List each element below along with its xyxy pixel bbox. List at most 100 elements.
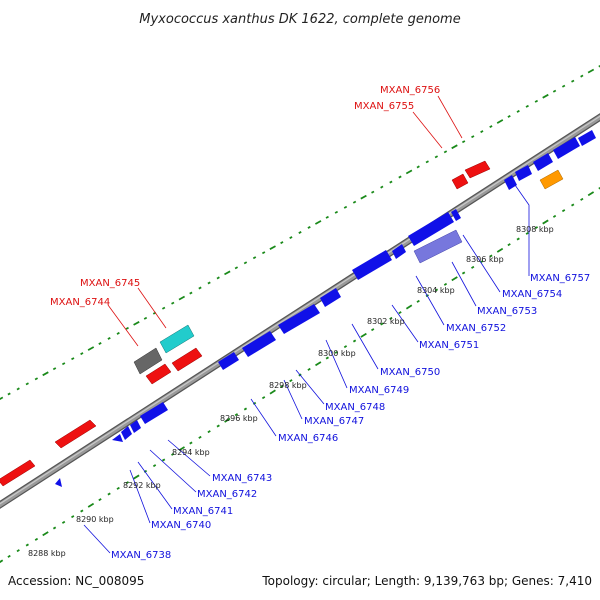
scale-tick xyxy=(34,537,39,541)
scale-tick xyxy=(42,371,49,377)
scale-tick xyxy=(80,352,84,356)
scale-tick xyxy=(571,79,575,83)
gene-arrow-forward xyxy=(140,402,168,424)
scale-tick xyxy=(125,481,129,485)
scale-tick xyxy=(25,543,29,547)
scale-tick xyxy=(16,387,20,391)
scale-tick xyxy=(461,140,466,144)
genome-backbone xyxy=(0,113,600,509)
genes xyxy=(0,130,596,487)
scale-tick xyxy=(178,295,186,301)
scale-tick xyxy=(234,266,239,270)
scale-tick xyxy=(434,288,439,292)
gene-arrow-forward xyxy=(553,137,580,159)
leader-lines xyxy=(83,95,530,554)
scale-tick xyxy=(269,245,276,250)
gene-label-mxan-6753: MXAN_6753 xyxy=(477,306,537,317)
scale-tick xyxy=(315,361,322,367)
scale-tick xyxy=(98,342,102,345)
scale-tick xyxy=(334,350,339,354)
gene-label-mxan-6752: MXAN_6752 xyxy=(446,323,506,334)
scale-tick xyxy=(224,417,231,423)
scale-tick xyxy=(252,256,257,260)
genome-title: Myxococcus xanthus DK 1622, complete gen… xyxy=(139,12,460,27)
scale-tick xyxy=(98,498,102,502)
scale-labels: 8288 kbp 8290 kbp 8292 kbp 8294 kbp 8296… xyxy=(28,225,554,558)
scale-tick xyxy=(496,119,504,124)
gene-label-mxan-6741: MXAN_6741 xyxy=(173,506,233,517)
gene-label-mxan-6742: MXAN_6742 xyxy=(197,489,257,500)
scale-tick xyxy=(52,367,57,371)
scale-tick xyxy=(587,191,595,197)
gene-label-mxan-6747: MXAN_6747 xyxy=(304,416,364,427)
scale-label: 8290 kbp xyxy=(76,515,114,524)
scale-tick xyxy=(71,357,75,361)
gene-label-mxan-6749: MXAN_6749 xyxy=(349,385,409,396)
scale-tick xyxy=(534,99,539,103)
gene-label-mxan-6751: MXAN_6751 xyxy=(419,340,479,351)
scale-tick xyxy=(389,316,393,320)
scale-tick xyxy=(489,254,493,258)
scale-tick xyxy=(461,271,466,275)
scale-tick xyxy=(143,316,148,320)
scale-tick xyxy=(380,322,384,326)
scale-tick xyxy=(552,214,557,218)
scale-tick xyxy=(561,209,566,213)
scale-tick xyxy=(7,392,11,396)
scale-label: 8306 kbp xyxy=(466,255,504,264)
gene-arrow-forward xyxy=(451,209,461,221)
scale-label: 8304 kbp xyxy=(417,286,455,295)
scale-tick xyxy=(360,332,367,338)
gene-arrow-forward xyxy=(392,244,406,259)
scale-tick xyxy=(189,441,193,445)
scale-tick xyxy=(371,190,375,194)
scale-tick xyxy=(507,115,511,118)
scale-tick xyxy=(561,84,566,88)
scale-tick xyxy=(224,270,231,276)
scale-tick xyxy=(207,430,211,434)
scale-label: 8292 kbp xyxy=(123,481,161,490)
scale-tick xyxy=(507,243,511,247)
scale-tick xyxy=(352,200,357,204)
scale-tick xyxy=(116,331,120,335)
scale-label: 8308 kbp xyxy=(516,225,554,234)
scale-tick xyxy=(405,169,413,175)
scale-tick xyxy=(243,407,248,411)
scale-tick xyxy=(352,339,357,343)
scale-tick xyxy=(171,452,175,456)
gene-arrow-forward xyxy=(320,288,341,307)
scale-tick xyxy=(480,130,484,134)
scale-tick xyxy=(161,458,166,462)
gene-arrow-forward xyxy=(218,352,239,370)
scale-tick xyxy=(152,464,157,468)
outer-gene-labels: MXAN_6756 MXAN_6755 MXAN_6745 MXAN_6744 xyxy=(50,85,440,308)
scale-tick xyxy=(289,379,293,383)
gene-label-mxan-6743: MXAN_6743 xyxy=(212,473,272,484)
scale-tick xyxy=(87,346,95,351)
gene-label-mxan-6745: MXAN_6745 xyxy=(80,278,140,289)
scale-tick xyxy=(107,337,111,340)
gene-orange xyxy=(539,169,564,190)
scale-tick xyxy=(443,282,448,286)
scale-tick xyxy=(252,401,257,405)
scale-tick xyxy=(425,160,429,164)
scale-tick xyxy=(314,220,322,225)
scale-tick xyxy=(516,109,520,113)
scale-tick xyxy=(451,144,458,150)
scale-tick xyxy=(42,531,49,537)
gene-lavender xyxy=(413,229,463,264)
gene-arrow-forward xyxy=(408,212,454,246)
gene-label-mxan-6746: MXAN_6746 xyxy=(278,433,338,444)
gene-arrow-forward xyxy=(504,175,517,190)
scale-tick xyxy=(371,328,375,332)
scale-tick xyxy=(216,276,220,280)
scale-tick xyxy=(416,165,420,169)
scale-label: 8296 kbp xyxy=(220,414,258,423)
scale-tick xyxy=(198,435,202,439)
gene-arrow-forward xyxy=(278,304,320,334)
scale-tick xyxy=(525,231,529,235)
scale-tick xyxy=(443,150,448,154)
scale-tick xyxy=(534,226,539,230)
scale-tick xyxy=(0,396,4,401)
